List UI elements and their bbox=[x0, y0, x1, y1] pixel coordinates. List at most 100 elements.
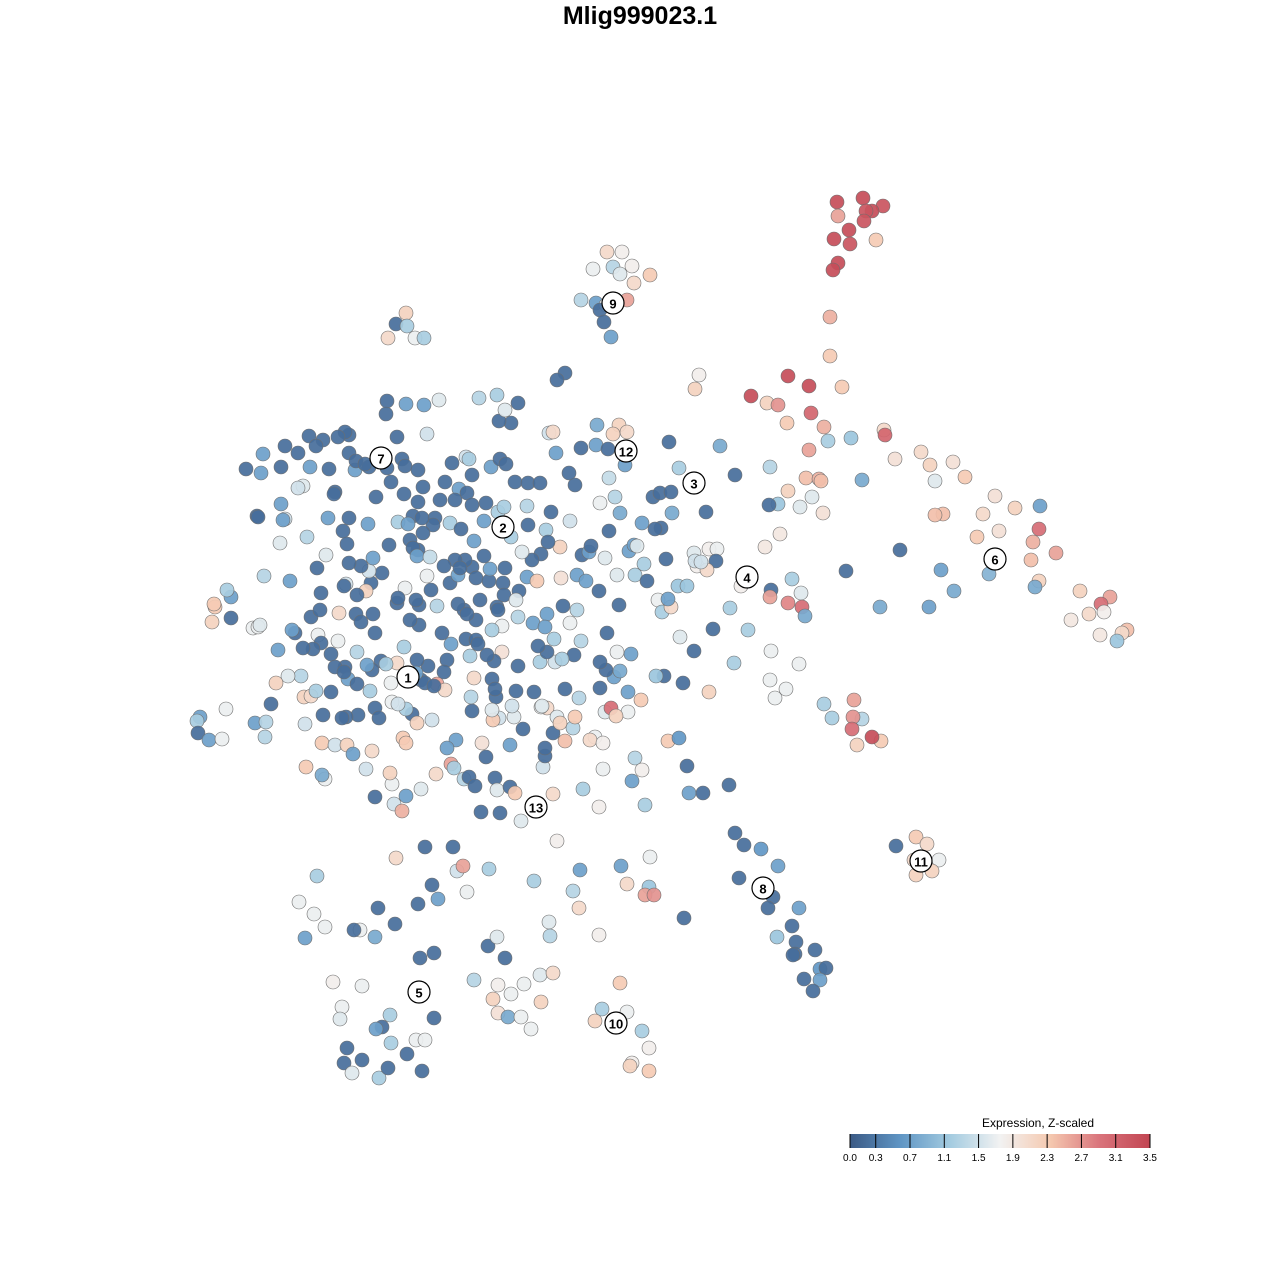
data-point bbox=[362, 683, 378, 699]
data-point bbox=[731, 870, 747, 886]
legend-colorbar bbox=[850, 1134, 1150, 1148]
data-point bbox=[779, 415, 795, 431]
data-point bbox=[523, 1021, 539, 1037]
data-point bbox=[826, 231, 842, 247]
data-point bbox=[664, 505, 680, 521]
data-point bbox=[399, 318, 415, 334]
data-point bbox=[1092, 627, 1108, 643]
data-point bbox=[371, 1070, 387, 1086]
data-point bbox=[334, 710, 350, 726]
data-point bbox=[496, 499, 512, 515]
data-point bbox=[841, 222, 857, 238]
data-point bbox=[365, 606, 381, 622]
data-point bbox=[612, 663, 628, 679]
data-point bbox=[489, 929, 505, 945]
data-point bbox=[822, 348, 838, 364]
data-point bbox=[578, 573, 594, 589]
cluster-label-circle bbox=[396, 665, 420, 689]
data-point bbox=[214, 731, 230, 747]
data-point bbox=[349, 587, 365, 603]
data-point bbox=[532, 654, 548, 670]
data-point bbox=[415, 525, 431, 541]
data-point bbox=[619, 876, 635, 892]
data-point bbox=[727, 467, 743, 483]
data-point bbox=[378, 406, 394, 422]
data-point bbox=[822, 309, 838, 325]
data-point bbox=[769, 929, 785, 945]
data-point bbox=[463, 689, 479, 705]
data-point bbox=[478, 495, 494, 511]
data-point bbox=[843, 430, 859, 446]
data-point bbox=[314, 735, 330, 751]
data-point bbox=[609, 644, 625, 660]
data-point bbox=[1081, 606, 1097, 622]
data-point bbox=[545, 965, 561, 981]
data-point bbox=[503, 415, 519, 431]
data-point bbox=[1109, 633, 1125, 649]
data-point bbox=[864, 729, 880, 745]
data-point bbox=[591, 927, 607, 943]
data-point bbox=[434, 625, 450, 641]
data-point bbox=[596, 314, 612, 330]
data-point bbox=[712, 438, 728, 454]
cluster-label-circle bbox=[601, 291, 625, 315]
data-point bbox=[464, 467, 480, 483]
cluster-label-11: 11 bbox=[909, 849, 933, 873]
data-point bbox=[306, 906, 322, 922]
data-point bbox=[908, 829, 924, 845]
data-point bbox=[419, 426, 435, 442]
data-point bbox=[485, 991, 501, 1007]
data-point bbox=[315, 707, 331, 723]
data-point bbox=[330, 429, 346, 445]
data-point bbox=[206, 596, 222, 612]
data-point bbox=[397, 458, 413, 474]
data-point bbox=[190, 725, 206, 741]
data-point bbox=[425, 517, 441, 533]
data-point bbox=[526, 873, 542, 889]
data-point bbox=[520, 517, 536, 533]
data-point bbox=[565, 883, 581, 899]
data-point bbox=[634, 1023, 650, 1039]
legend-tick-label: 2.3 bbox=[1040, 1153, 1054, 1164]
data-point bbox=[575, 781, 591, 797]
data-point bbox=[349, 676, 365, 692]
data-point bbox=[389, 429, 405, 445]
data-point bbox=[842, 236, 858, 252]
data-point bbox=[633, 692, 649, 708]
data-point bbox=[603, 329, 619, 345]
data-point bbox=[467, 778, 483, 794]
data-point bbox=[567, 477, 583, 493]
data-point bbox=[820, 433, 836, 449]
data-point bbox=[360, 516, 376, 532]
data-point bbox=[379, 393, 395, 409]
data-point bbox=[671, 460, 687, 476]
data-point bbox=[793, 585, 809, 601]
data-point bbox=[801, 442, 817, 458]
data-point bbox=[336, 578, 352, 594]
data-point bbox=[705, 621, 721, 637]
data-point bbox=[767, 690, 783, 706]
data-point bbox=[253, 465, 269, 481]
data-point bbox=[548, 445, 564, 461]
cluster-label-text: 2 bbox=[499, 521, 506, 536]
data-point bbox=[626, 275, 642, 291]
cluster-label-10: 10 bbox=[604, 1011, 628, 1035]
data-point bbox=[345, 746, 361, 762]
data-point bbox=[489, 387, 505, 403]
data-point bbox=[309, 868, 325, 884]
legend-tick-label: 0.0 bbox=[843, 1153, 857, 1164]
data-point bbox=[784, 571, 800, 587]
data-point bbox=[922, 457, 938, 473]
data-point bbox=[277, 438, 293, 454]
data-point bbox=[201, 732, 217, 748]
cluster-label-text: 6 bbox=[991, 553, 998, 568]
data-point bbox=[487, 770, 503, 786]
data-point bbox=[539, 606, 555, 622]
data-point bbox=[412, 950, 428, 966]
data-point bbox=[478, 749, 494, 765]
cluster-label-circle bbox=[369, 446, 393, 470]
data-point bbox=[332, 1011, 348, 1027]
data-point bbox=[482, 561, 498, 577]
data-point bbox=[497, 950, 513, 966]
data-point bbox=[238, 461, 254, 477]
